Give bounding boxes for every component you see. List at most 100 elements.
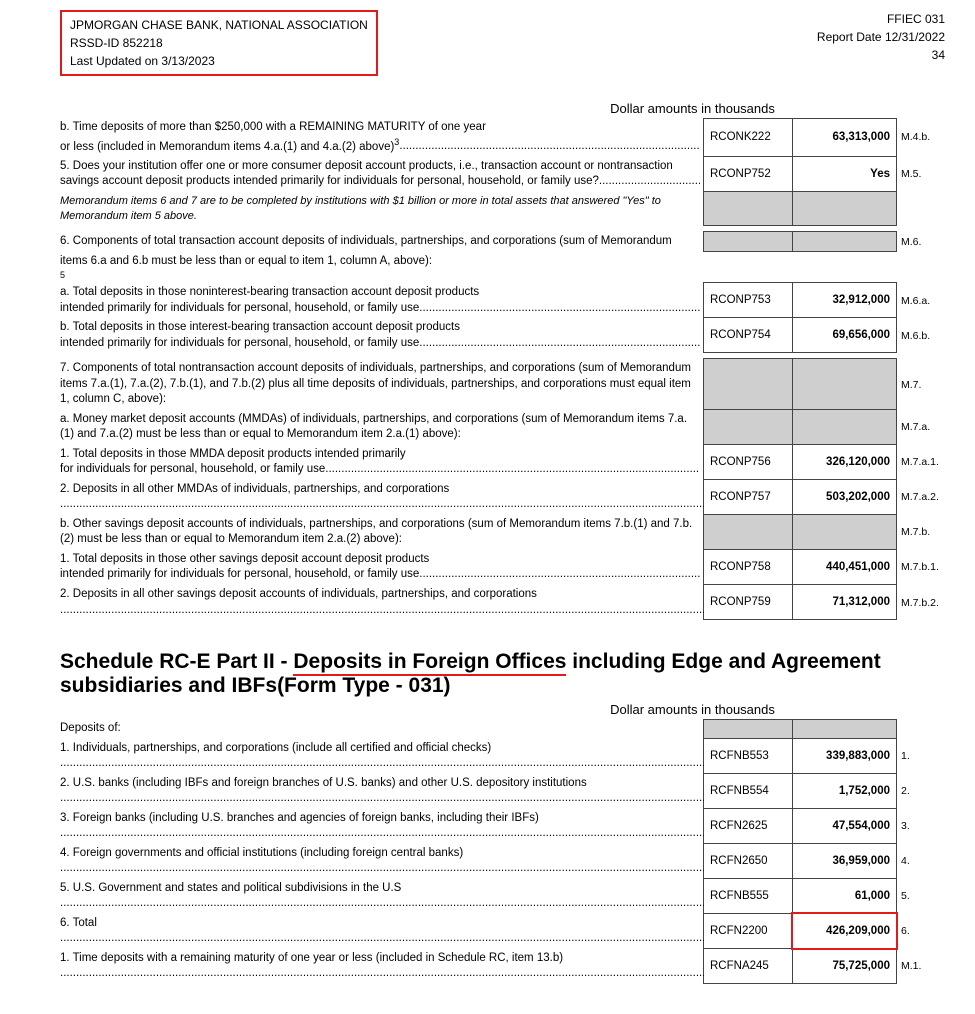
value-cell: 63,313,000 (792, 118, 897, 157)
value-cell: 69,656,000 (792, 317, 897, 353)
code-cell: RCFN2625 (703, 808, 793, 844)
row-description: a. Total deposits in those noninterest-b… (60, 283, 704, 318)
row-description: 2. U.S. banks (including IBFs and foreig… (60, 774, 704, 809)
row-description: b. Time deposits of more than $250,000 w… (60, 118, 704, 157)
table-row: Deposits of: (60, 719, 945, 739)
row-description: 1. Total deposits in those MMDA deposit … (60, 445, 704, 480)
row-description: b. Other savings deposit accounts of ind… (60, 515, 704, 550)
schedule-table-2: Deposits of:1. Individuals, partnerships… (60, 719, 945, 984)
code-cell: RCONK222 (703, 118, 793, 157)
code-cell: RCFNB553 (703, 738, 793, 774)
table-row: a. Total deposits in those noninterest-b… (60, 283, 945, 318)
code-cell (703, 514, 793, 550)
header-left-box: JPMORGAN CHASE BANK, NATIONAL ASSOCIATIO… (60, 10, 378, 76)
row-description: 3. Foreign banks (including U.S. branche… (60, 809, 704, 844)
row-description: b. Total deposits in those interest-bear… (60, 318, 704, 353)
table-row: 6. Components of total transaction accou… (60, 232, 945, 252)
ref-cell: M.7.b. (897, 515, 945, 550)
value-cell: 61,000 (792, 878, 897, 914)
row-description: 7. Components of total nontransaction ac… (60, 359, 704, 410)
table-row: 2. Deposits in all other MMDAs of indivi… (60, 480, 945, 515)
schedule-table-1: b. Time deposits of more than $250,000 w… (60, 118, 945, 620)
bank-name: JPMORGAN CHASE BANK, NATIONAL ASSOCIATIO… (70, 16, 368, 34)
code-cell (703, 719, 793, 739)
value-cell: 71,312,000 (792, 584, 897, 620)
ref-cell (897, 192, 945, 226)
code-cell: RCONP757 (703, 479, 793, 515)
code-cell: RCONP756 (703, 444, 793, 480)
table-row: b. Time deposits of more than $250,000 w… (60, 118, 945, 157)
row-description: items 6.a and 6.b must be less than or e… (60, 252, 945, 284)
title-prefix: Schedule RC-E Part II - (60, 650, 293, 673)
table-row: b. Total deposits in those interest-bear… (60, 318, 945, 353)
value-cell: 339,883,000 (792, 738, 897, 774)
rssd-id: RSSD-ID 852218 (70, 34, 368, 52)
title-underlined: Deposits in Foreign Offices (293, 650, 566, 676)
ref-cell: M.7.a.1. (897, 445, 945, 480)
row-description: 5. Does your institution offer one or mo… (60, 157, 704, 192)
row-description: 2. Deposits in all other savings deposit… (60, 585, 704, 620)
code-cell: RCONP758 (703, 549, 793, 585)
units-label: Dollar amounts in thousands (60, 101, 945, 116)
code-cell: RCFN2650 (703, 843, 793, 879)
row-description: 1. Time deposits with a remaining maturi… (60, 949, 704, 984)
code-cell (703, 231, 793, 252)
page-header: JPMORGAN CHASE BANK, NATIONAL ASSOCIATIO… (60, 10, 945, 76)
value-cell: 47,554,000 (792, 808, 897, 844)
value-cell: 1,752,000 (792, 773, 897, 809)
deposits-of-label: Deposits of: (60, 719, 704, 739)
table-row: 5. U.S. Government and states and politi… (60, 879, 945, 914)
table-row: b. Other savings deposit accounts of ind… (60, 515, 945, 550)
table-row: 6. TotalRCFN2200426,209,0006. (60, 914, 945, 949)
code-cell: RCFNB554 (703, 773, 793, 809)
row-description: a. Money market deposit accounts (MMDAs)… (60, 410, 704, 445)
code-cell (703, 191, 793, 226)
value-cell (792, 409, 897, 445)
header-right: FFIEC 031 Report Date 12/31/2022 34 (817, 10, 945, 76)
report-date: Report Date 12/31/2022 (817, 28, 945, 46)
ref-cell: 2. (897, 774, 945, 809)
last-updated: Last Updated on 3/13/2023 (70, 52, 368, 70)
table-row: 1. Time deposits with a remaining maturi… (60, 949, 945, 984)
value-cell (792, 231, 897, 252)
row-description: Memorandum items 6 and 7 are to be compl… (60, 192, 704, 226)
ref-cell: M.7.a.2. (897, 480, 945, 515)
value-cell (792, 719, 897, 739)
value-cell (792, 358, 897, 410)
ref-cell: M.6. (897, 232, 945, 252)
table-row: 1. Total deposits in those other savings… (60, 550, 945, 585)
ref-cell: M.7. (897, 359, 945, 410)
ref-cell: 3. (897, 809, 945, 844)
value-cell: 32,912,000 (792, 282, 897, 318)
table-row: 5. Does your institution offer one or mo… (60, 157, 945, 192)
row-description: 4. Foreign governments and official inst… (60, 844, 704, 879)
ref-cell: 4. (897, 844, 945, 879)
code-cell: RCFNA245 (703, 948, 793, 984)
value-cell: 440,451,000 (792, 549, 897, 585)
value-cell: 75,725,000 (792, 948, 897, 984)
table-row: 1. Individuals, partnerships, and corpor… (60, 739, 945, 774)
ref-cell: M.6.a. (897, 283, 945, 318)
code-cell: RCONP754 (703, 317, 793, 353)
ref-cell: M.7.a. (897, 410, 945, 445)
value-cell (792, 514, 897, 550)
value-cell: 36,959,000 (792, 843, 897, 879)
code-cell (703, 409, 793, 445)
table-row: 4. Foreign governments and official inst… (60, 844, 945, 879)
ref-cell: M.7.b.2. (897, 585, 945, 620)
value-cell: 426,209,000 (792, 913, 897, 949)
table-row: 3. Foreign banks (including U.S. branche… (60, 809, 945, 844)
code-cell: RCONP753 (703, 282, 793, 318)
units-label-2: Dollar amounts in thousands (60, 702, 945, 717)
table-row: Memorandum items 6 and 7 are to be compl… (60, 192, 945, 226)
table-row: 2. Deposits in all other savings deposit… (60, 585, 945, 620)
page-number: 34 (817, 46, 945, 64)
table-row: 2. U.S. banks (including IBFs and foreig… (60, 774, 945, 809)
row-description: 1. Individuals, partnerships, and corpor… (60, 739, 704, 774)
ref-cell: M.1. (897, 949, 945, 984)
value-cell: 326,120,000 (792, 444, 897, 480)
code-cell: RCONP759 (703, 584, 793, 620)
row-description: 5. U.S. Government and states and politi… (60, 879, 704, 914)
form-type: FFIEC 031 (817, 10, 945, 28)
ref-cell (897, 719, 945, 739)
